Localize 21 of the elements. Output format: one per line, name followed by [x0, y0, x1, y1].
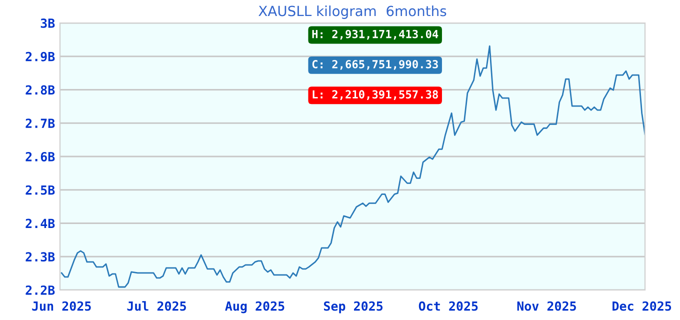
annotation: H: 2,931,171,413.04 [312, 30, 438, 40]
x-tick-label: Dec 2025 [612, 301, 672, 311]
y-tick-label: 2.6B [26, 152, 55, 162]
x-tick-label: Aug 2025 [225, 301, 284, 314]
y-tick-label: 2.5B [26, 185, 55, 195]
chart-title: XAUSLL kilogram 6months [258, 6, 446, 19]
x-tick-label: Nov 2025 [517, 301, 576, 311]
x-tick-label: Sep 2025 [324, 301, 383, 314]
y-tick-label: 3B [40, 18, 55, 28]
x-tick-label: Jul 2025 [127, 301, 186, 311]
y-tick-label: 2.3B [26, 252, 55, 262]
y-tick-label: 2.9B [26, 52, 55, 62]
y-tick-label: 2.7B [26, 118, 55, 128]
annotation: C: 2,665,751,990.33 [312, 60, 438, 70]
x-tick-label: Jun 2025 [32, 301, 91, 311]
annotation: L: 2,210,391,557.38 [312, 90, 438, 100]
line-series [60, 45, 645, 288]
x-tick-label: Oct 2025 [418, 301, 478, 311]
y-tick-label: 2.2B [26, 285, 55, 295]
y-tick-label: 2.4B [26, 218, 55, 228]
y-tick-label: 2.8B [26, 85, 55, 95]
